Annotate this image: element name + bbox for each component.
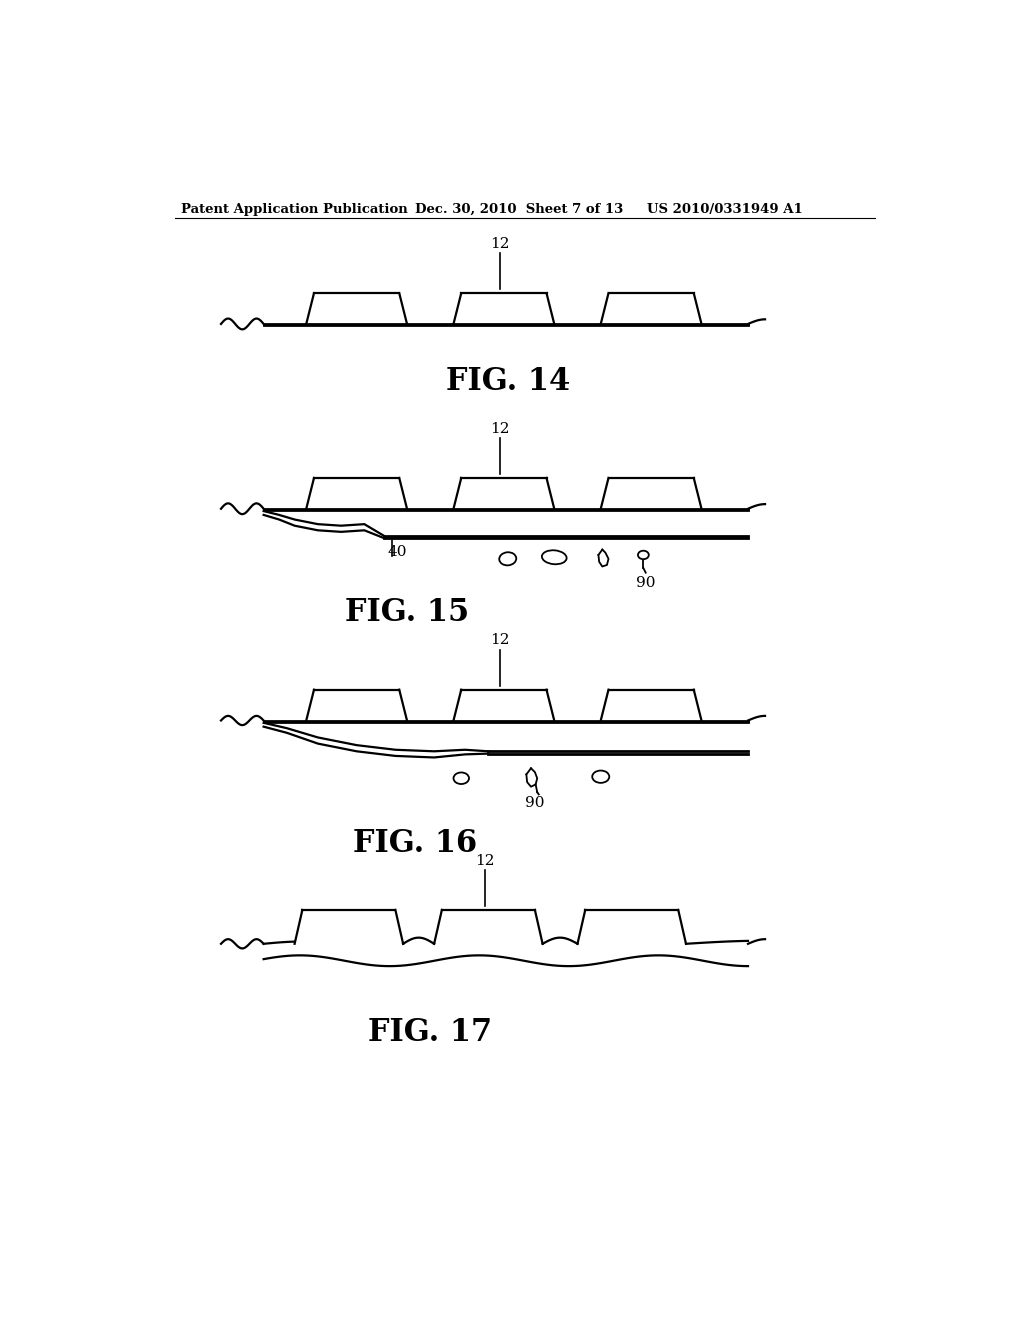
Text: FIG. 17: FIG. 17 <box>369 1016 493 1048</box>
Text: US 2010/0331949 A1: US 2010/0331949 A1 <box>647 203 803 216</box>
Text: 12: 12 <box>490 634 510 647</box>
Text: 90: 90 <box>636 576 655 590</box>
Text: 90: 90 <box>525 796 545 810</box>
Text: FIG. 14: FIG. 14 <box>445 367 570 397</box>
Text: FIG. 15: FIG. 15 <box>345 598 469 628</box>
Text: Patent Application Publication: Patent Application Publication <box>180 203 408 216</box>
Text: 40: 40 <box>388 545 408 558</box>
Text: FIG. 16: FIG. 16 <box>352 829 477 859</box>
Text: 12: 12 <box>490 421 510 436</box>
Text: Dec. 30, 2010  Sheet 7 of 13: Dec. 30, 2010 Sheet 7 of 13 <box>415 203 623 216</box>
Text: 12: 12 <box>475 854 495 867</box>
Text: 12: 12 <box>490 236 510 251</box>
